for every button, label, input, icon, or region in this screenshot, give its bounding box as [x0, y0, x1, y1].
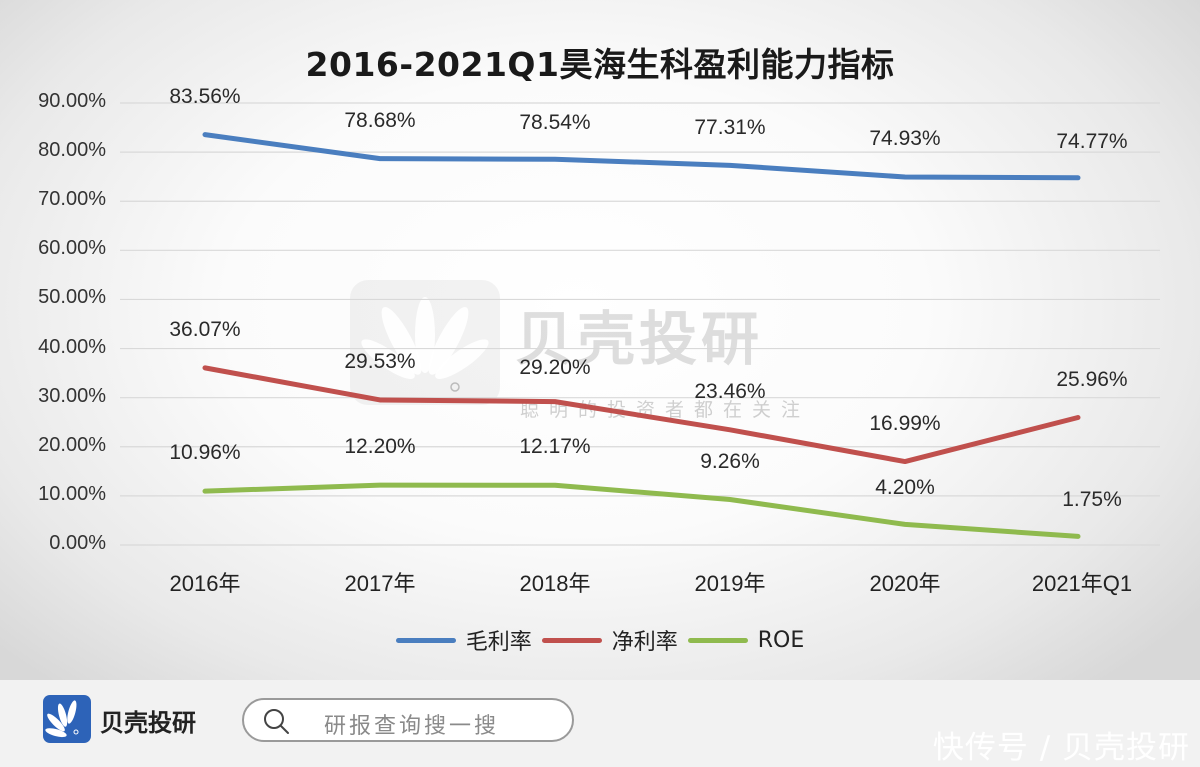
x-tick-label: 2020年 [869, 571, 941, 596]
data-label-gross-margin: 74.93% [869, 127, 941, 150]
y-tick-label: 70.00% [38, 188, 106, 211]
x-tick-label: 2017年 [344, 571, 416, 596]
legend-swatch-gross-margin [395, 637, 456, 643]
data-label-net-margin: 25.96% [1056, 367, 1128, 391]
legend-item-roe[interactable]: ROE [687, 627, 805, 653]
legend-label: 毛利率 [465, 630, 532, 655]
y-tick-label: 80.00% [38, 139, 106, 162]
brand-name: 贝壳投研 [100, 709, 196, 737]
data-label-net-margin: 23.46% [694, 379, 766, 403]
data-label-net-margin: 29.20% [519, 355, 591, 379]
data-label-gross-margin: 78.68% [344, 108, 416, 132]
y-tick-label: 50.00% [38, 286, 106, 309]
y-tick-label: 60.00% [38, 237, 106, 260]
legend-label: ROE [757, 627, 805, 653]
legend-swatch-roe [687, 637, 748, 643]
data-label-gross-margin: 77.31% [694, 116, 766, 140]
x-tick-label: 2018年 [519, 571, 591, 596]
y-tick-label: 0.00% [49, 532, 106, 554]
legend: 毛利率 净利率 ROE [0, 624, 1200, 656]
search-placeholder: 研报查询搜一搜 [324, 714, 500, 739]
line-net-margin [202, 365, 1081, 465]
data-label-net-margin: 36.07% [169, 317, 241, 341]
y-tick-label: 40.00% [38, 335, 106, 358]
data-label-roe: 9.26% [700, 449, 760, 473]
watermark-text: 贝壳投研 [515, 305, 764, 373]
plot-area [120, 102, 1160, 546]
line-gross-margin [202, 132, 1081, 181]
data-label-roe: 1.75% [1062, 488, 1122, 512]
watermark-slogan: 聪明的投资者都在关注 [520, 399, 811, 421]
legend-label: 净利率 [611, 630, 678, 655]
y-tick-label: 20.00% [38, 433, 106, 456]
x-tick-label: 2016年 [169, 571, 241, 596]
source-watermark: 快传号 / 贝壳投研 [932, 730, 1190, 766]
chart-title: 2016-2021Q1昊海生科盈利能力指标 [305, 45, 895, 84]
data-label-net-margin: 29.53% [344, 349, 416, 373]
data-label-roe: 12.17% [519, 435, 591, 459]
series-lines [202, 132, 1081, 539]
data-label-gross-margin: 74.77% [1056, 129, 1128, 153]
line-roe [202, 482, 1081, 539]
data-label-gross-margin: 83.56% [169, 84, 241, 108]
data-label-roe: 10.96% [169, 441, 241, 465]
x-tick-label: 2021年Q1 [1031, 571, 1133, 596]
search-icon [264, 709, 289, 734]
data-label-roe: 12.20% [344, 435, 416, 459]
brand-logo[interactable] [43, 695, 91, 743]
footer-bar [0, 680, 1200, 765]
shell-icon [361, 297, 489, 392]
gridlines [120, 102, 1160, 546]
chart-panel [0, 0, 1200, 680]
data-label-gross-margin: 78.54% [519, 111, 591, 135]
legend-item-net-margin[interactable]: 净利率 [541, 624, 678, 656]
data-label-roe: 4.20% [875, 476, 935, 500]
legend-item-gross-margin[interactable]: 毛利率 [395, 624, 532, 656]
search-input[interactable]: 研报查询搜一搜 [242, 698, 574, 742]
x-tick-label: 2019年 [694, 571, 766, 596]
shell-icon [45, 700, 79, 738]
y-tick-label: 30.00% [38, 384, 106, 407]
legend-swatch-net-margin [541, 637, 602, 643]
y-tick-label: 10.00% [38, 482, 106, 505]
watermark-logo [350, 280, 500, 405]
y-tick-label: 90.00% [38, 90, 106, 112]
data-label-net-margin: 16.99% [869, 411, 941, 435]
